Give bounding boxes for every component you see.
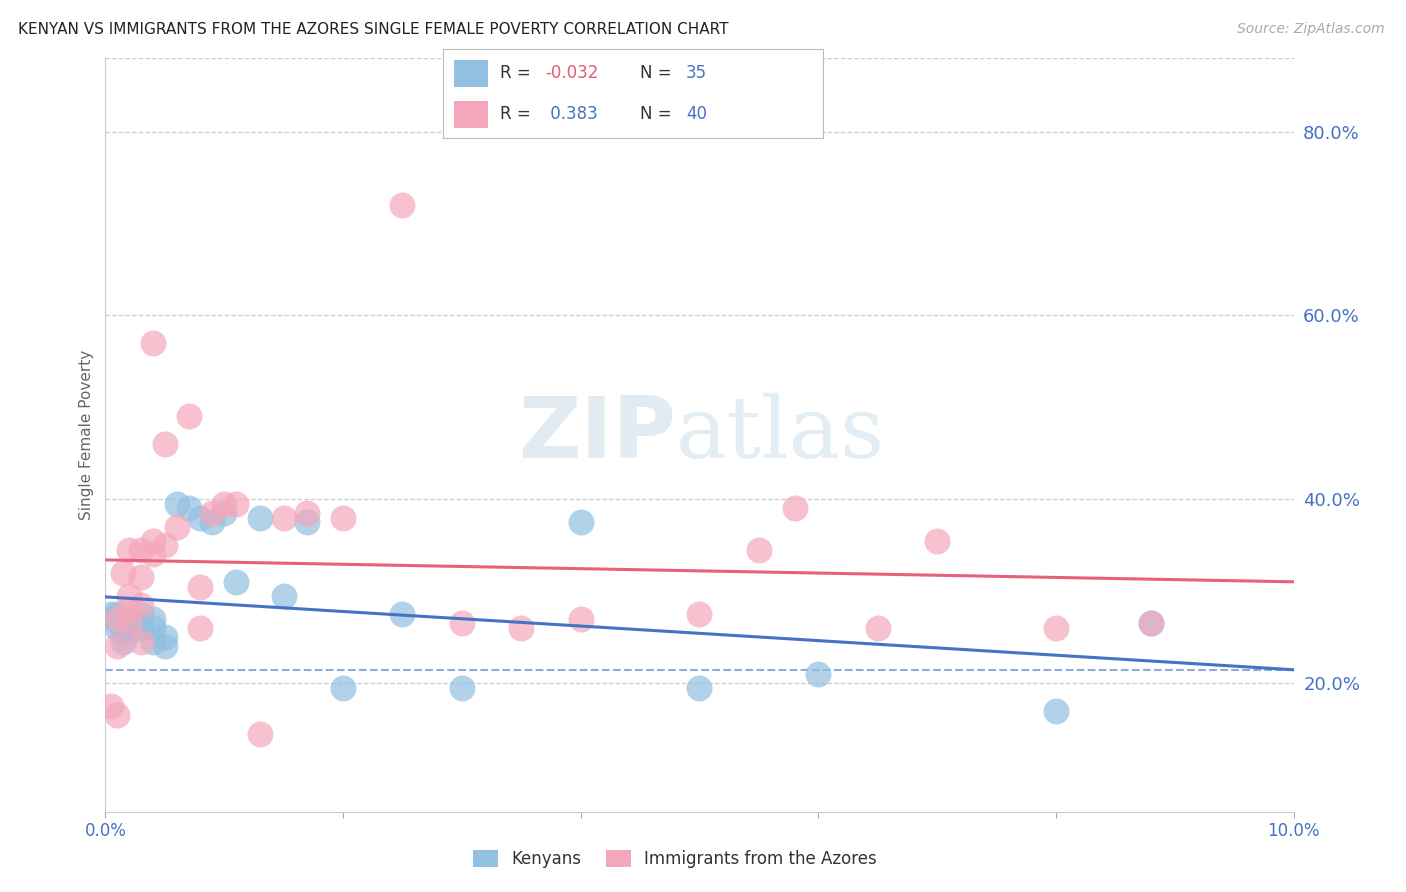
Point (118, 602, 141, 616)
Point (129, 570, 152, 584)
Point (103, 612, 125, 626)
Point (129, 607, 152, 621)
Text: Source: ZipAtlas.com: Source: ZipAtlas.com (1237, 22, 1385, 37)
Point (118, 589, 141, 603)
Point (142, 335, 165, 350)
Point (166, 497, 188, 511)
Point (249, 510, 271, 524)
Point (807, 666, 830, 681)
Point (129, 621, 152, 635)
Point (332, 510, 354, 524)
Point (177, 501, 200, 516)
Point (391, 198, 413, 212)
Point (225, 574, 247, 589)
Point (112, 634, 135, 648)
Text: -0.032: -0.032 (546, 64, 599, 82)
Point (866, 621, 889, 635)
Point (153, 538, 176, 552)
Point (391, 607, 413, 621)
Point (142, 634, 165, 648)
Point (142, 533, 165, 548)
Point (100, 698, 122, 713)
Text: N =: N = (640, 64, 678, 82)
Point (118, 621, 141, 635)
Point (105, 708, 128, 723)
Point (689, 681, 711, 695)
Point (1140, 616, 1163, 631)
Point (510, 621, 533, 635)
Text: 35: 35 (686, 64, 707, 82)
Text: R =: R = (501, 105, 536, 123)
Legend: Kenyans, Immigrants from the Azores: Kenyans, Immigrants from the Azores (465, 843, 884, 875)
Point (142, 621, 165, 635)
Point (118, 616, 141, 631)
Point (105, 612, 128, 626)
Point (153, 437, 176, 451)
Point (927, 533, 949, 548)
Point (1045, 621, 1067, 635)
Point (129, 616, 152, 631)
Point (142, 547, 165, 561)
Point (105, 607, 128, 621)
Point (142, 612, 165, 626)
Point (190, 580, 212, 594)
Point (118, 542, 141, 557)
Bar (454, 101, 488, 128)
Point (273, 510, 295, 524)
Point (297, 515, 319, 529)
Point (225, 497, 247, 511)
Text: 0.383: 0.383 (546, 105, 598, 123)
Point (748, 542, 770, 557)
Point (190, 510, 212, 524)
Text: ZIP: ZIP (517, 393, 676, 476)
Point (118, 616, 141, 631)
Point (166, 520, 188, 534)
Text: 40: 40 (686, 105, 707, 123)
Point (450, 616, 472, 631)
Point (190, 621, 212, 635)
Point (129, 616, 152, 631)
Point (450, 681, 472, 695)
Point (1045, 704, 1067, 718)
Point (297, 506, 319, 520)
Point (569, 612, 592, 626)
Point (214, 506, 236, 520)
Point (112, 566, 135, 580)
Point (214, 497, 236, 511)
Point (112, 625, 135, 640)
Point (129, 634, 152, 648)
Text: atlas: atlas (676, 393, 884, 476)
Point (273, 589, 295, 603)
Point (129, 598, 152, 612)
Bar (454, 60, 488, 87)
Y-axis label: Single Female Poverty: Single Female Poverty (79, 350, 94, 520)
Point (105, 621, 128, 635)
Point (201, 515, 224, 529)
Point (249, 726, 271, 740)
Point (129, 542, 152, 557)
Point (153, 640, 176, 654)
Point (153, 630, 176, 644)
Point (118, 625, 141, 640)
Point (177, 409, 200, 424)
Point (201, 506, 224, 520)
Point (332, 681, 354, 695)
Text: R =: R = (501, 64, 536, 82)
Point (100, 607, 122, 621)
Point (783, 501, 806, 516)
Text: KENYAN VS IMMIGRANTS FROM THE AZORES SINGLE FEMALE POVERTY CORRELATION CHART: KENYAN VS IMMIGRANTS FROM THE AZORES SIN… (18, 22, 728, 37)
Point (105, 640, 128, 654)
Point (569, 515, 592, 529)
Point (1140, 616, 1163, 631)
Text: N =: N = (640, 105, 678, 123)
Point (689, 607, 711, 621)
